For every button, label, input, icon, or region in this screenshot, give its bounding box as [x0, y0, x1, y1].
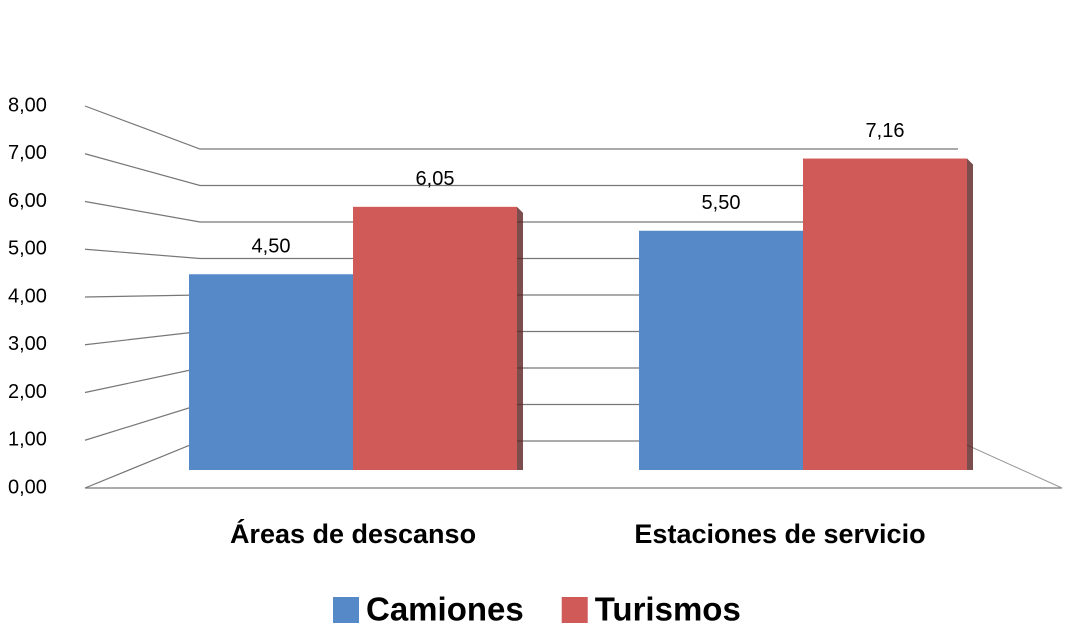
grid-line [84, 105, 958, 150]
floor-edge [957, 440, 1063, 489]
value-label: 5,50 [702, 192, 741, 214]
bar-side [967, 158, 973, 471]
value-label: 4,50 [252, 236, 291, 258]
legend-swatch [561, 597, 588, 623]
y-tick-label: 5,00 [8, 238, 47, 260]
x-tick-label: Estaciones de servicio [634, 519, 925, 549]
legend-swatch [333, 597, 359, 623]
value-label: 6,05 [416, 168, 455, 190]
y-tick-label: 3,00 [8, 333, 47, 355]
x-tick-label: Áreas de descanso [230, 518, 476, 549]
y-tick-label: 6,00 [8, 190, 47, 212]
bar [353, 206, 517, 470]
grid-line [84, 200, 958, 223]
y-tick-label: 4,00 [8, 285, 47, 307]
y-tick-label: 0,00 [8, 476, 47, 498]
grid-line [84, 153, 958, 187]
y-tick-label: 2,00 [8, 381, 47, 403]
bar [189, 274, 353, 470]
value-label: 7,16 [866, 120, 905, 142]
legend-label: Camiones [366, 591, 524, 628]
bar-side [517, 206, 523, 470]
legend-label: Turismos [595, 591, 741, 628]
bar [803, 158, 967, 471]
y-tick-label: 1,00 [8, 429, 47, 451]
bar [639, 230, 803, 470]
y-tick-label: 7,00 [8, 142, 47, 164]
y-tick-label: 8,00 [8, 94, 47, 116]
